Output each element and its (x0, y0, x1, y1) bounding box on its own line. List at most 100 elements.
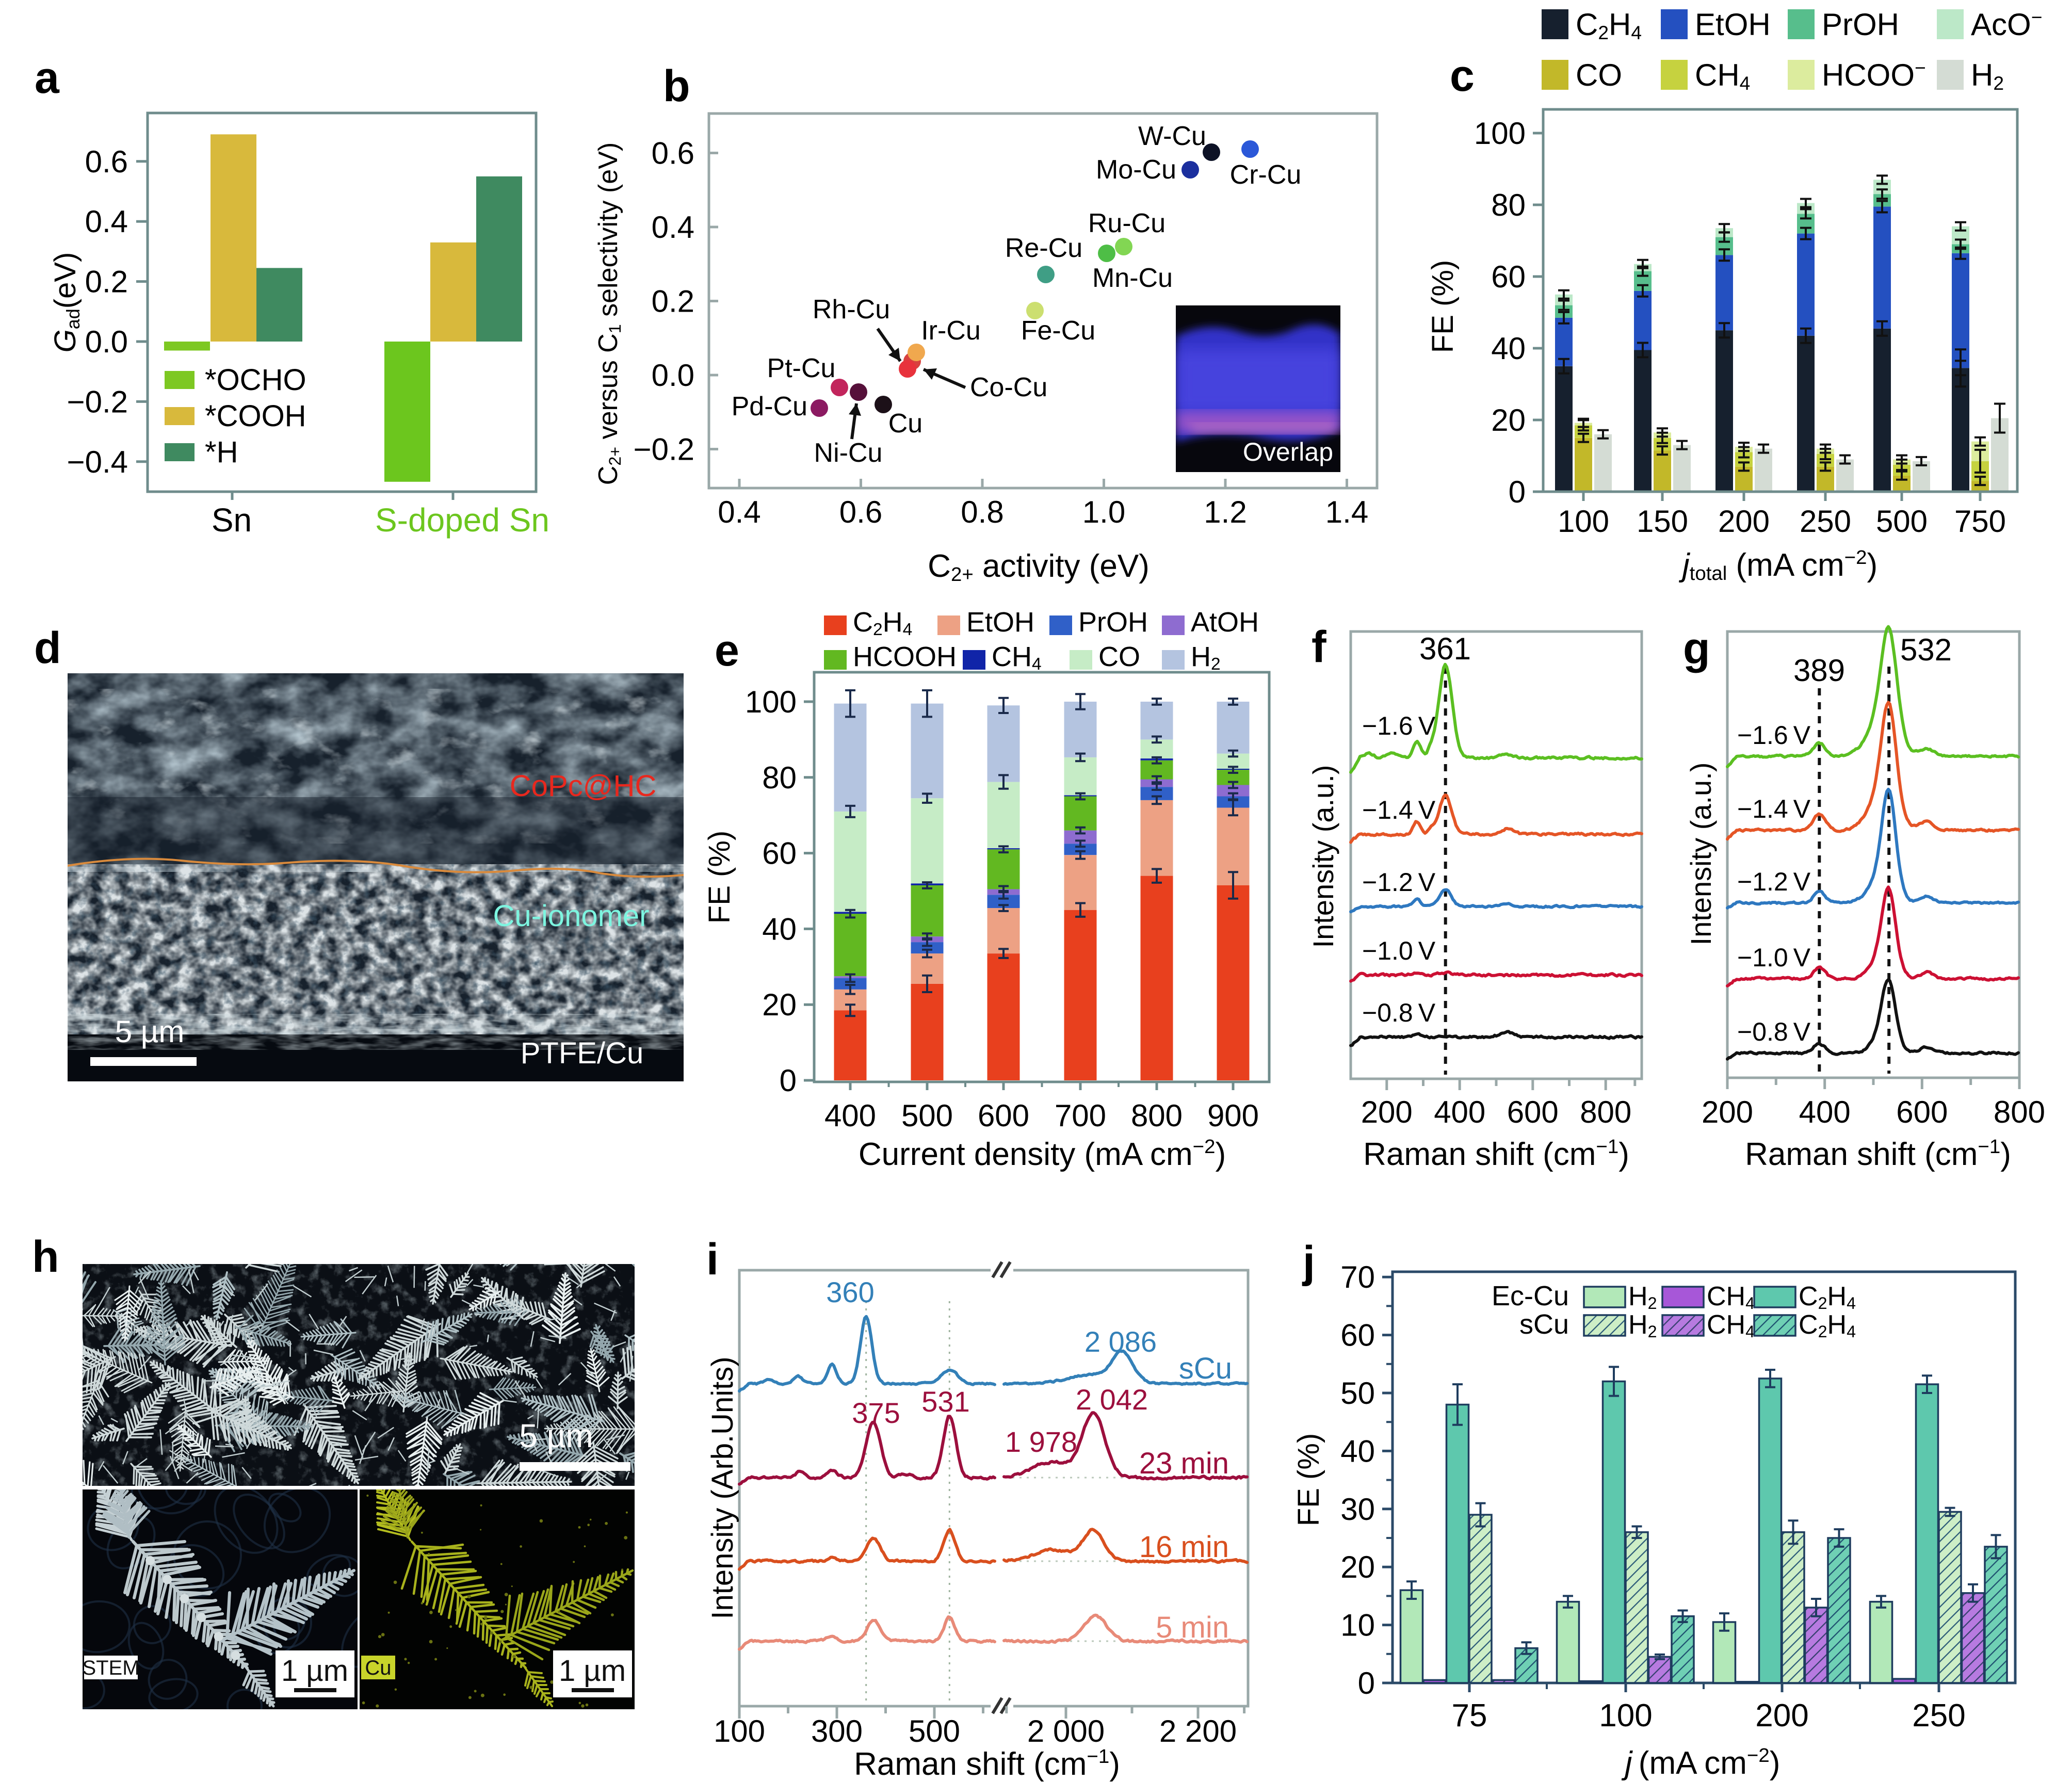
svg-text:PTFE/Cu: PTFE/Cu (521, 1036, 644, 1070)
svg-text:10: 10 (1340, 1608, 1375, 1643)
svg-text:0.0: 0.0 (652, 358, 694, 393)
svg-text:0: 0 (780, 1063, 797, 1098)
svg-text:Overlap: Overlap (1243, 438, 1333, 466)
svg-text:200: 200 (1702, 1095, 1753, 1129)
svg-text:Cu: Cu (365, 1657, 391, 1679)
svg-text:HCOO−: HCOO− (1822, 57, 1926, 92)
svg-text:500: 500 (901, 1098, 953, 1133)
svg-text:0.2: 0.2 (85, 265, 128, 299)
svg-text:b: b (663, 61, 690, 111)
svg-text:Cu-ionomer: Cu-ionomer (493, 899, 650, 933)
svg-text:0: 0 (1358, 1666, 1375, 1700)
svg-text:1.0: 1.0 (1082, 495, 1125, 529)
svg-text:600: 600 (1507, 1095, 1559, 1129)
svg-text:60: 60 (1340, 1318, 1375, 1353)
svg-text:Intensity (a.u.): Intensity (a.u.) (1685, 763, 1717, 946)
svg-text:STEM: STEM (82, 1657, 139, 1679)
svg-text:sCu: sCu (1179, 1352, 1232, 1385)
svg-text:80: 80 (1491, 188, 1526, 222)
svg-text:d: d (34, 623, 61, 673)
svg-text:e: e (715, 626, 739, 675)
svg-text:375: 375 (852, 1397, 900, 1429)
svg-text:60: 60 (1491, 260, 1526, 294)
svg-text:Intensity (Arb.Units): Intensity (Arb.Units) (706, 1356, 739, 1619)
svg-text:1 µm: 1 µm (559, 1654, 626, 1688)
svg-text:C2H4: C2H4 (1799, 1282, 1856, 1313)
svg-text:1.4: 1.4 (1325, 495, 1368, 529)
svg-text:360: 360 (826, 1276, 874, 1308)
svg-text:50: 50 (1340, 1376, 1375, 1411)
svg-text:sCu: sCu (1519, 1309, 1569, 1340)
svg-text:Gad(eV): Gad(eV) (48, 252, 84, 353)
svg-text:16 min: 16 min (1139, 1530, 1229, 1564)
svg-text:800: 800 (1580, 1095, 1631, 1129)
svg-text:Pd-Cu: Pd-Cu (732, 392, 807, 422)
svg-text:−1.2 V: −1.2 V (1362, 868, 1436, 897)
svg-text:−1.4 V: −1.4 V (1362, 796, 1436, 824)
svg-text:−0.4: −0.4 (67, 445, 128, 479)
svg-text:CO: CO (1576, 58, 1622, 92)
svg-text:30: 30 (1340, 1492, 1375, 1527)
svg-text:500: 500 (1876, 504, 1928, 539)
svg-text:70: 70 (1340, 1260, 1375, 1294)
svg-text:Pt-Cu: Pt-Cu (767, 353, 836, 383)
svg-text:FE (%): FE (%) (1292, 1433, 1325, 1526)
svg-text:900: 900 (1207, 1098, 1259, 1133)
svg-text:Cu: Cu (888, 409, 922, 439)
svg-text:1.2: 1.2 (1204, 495, 1247, 529)
svg-text:Mn-Cu: Mn-Cu (1092, 263, 1173, 293)
svg-text:Ru-Cu: Ru-Cu (1088, 208, 1166, 238)
svg-text:*OCHO: *OCHO (205, 363, 306, 397)
svg-text:531: 531 (921, 1385, 969, 1418)
svg-text:Current density (mA cm−2): Current density (mA cm−2) (859, 1136, 1226, 1172)
svg-text:0: 0 (1509, 475, 1526, 509)
svg-text:100: 100 (1599, 1698, 1652, 1734)
svg-text:20: 20 (762, 987, 797, 1022)
svg-text:60: 60 (762, 836, 797, 871)
svg-text:400: 400 (1799, 1095, 1851, 1129)
svg-text:100: 100 (1558, 504, 1609, 539)
svg-text:−1.0 V: −1.0 V (1737, 943, 1811, 972)
svg-text:0.6: 0.6 (839, 495, 882, 529)
svg-text:AtOH: AtOH (1191, 607, 1259, 638)
svg-text:f: f (1312, 622, 1326, 672)
svg-text:EtOH: EtOH (1695, 7, 1771, 42)
svg-text:−1.6 V: −1.6 V (1362, 711, 1436, 740)
svg-text:361: 361 (1419, 631, 1471, 666)
svg-text:0.6: 0.6 (652, 136, 694, 171)
svg-text:20: 20 (1340, 1550, 1375, 1584)
svg-text:Mo-Cu: Mo-Cu (1096, 155, 1176, 185)
svg-text:H2: H2 (1628, 1282, 1657, 1313)
svg-text:800: 800 (1131, 1098, 1183, 1133)
svg-text:100: 100 (745, 685, 797, 719)
svg-text:0.2: 0.2 (652, 284, 694, 319)
svg-text:40: 40 (762, 912, 797, 946)
svg-text:600: 600 (1896, 1095, 1948, 1129)
svg-text:EtOH: EtOH (966, 607, 1034, 638)
svg-text:150: 150 (1637, 504, 1688, 539)
svg-text:FE (%): FE (%) (703, 831, 736, 924)
svg-text:Co-Cu: Co-Cu (970, 372, 1047, 402)
svg-text:C2H4: C2H4 (1799, 1310, 1856, 1341)
svg-text:532: 532 (1900, 633, 1952, 667)
svg-text:0.4: 0.4 (85, 204, 128, 239)
svg-text:*H: *H (205, 435, 238, 469)
svg-text:40: 40 (1340, 1434, 1375, 1468)
svg-text:HCOOH: HCOOH (853, 641, 957, 672)
svg-text:H2: H2 (1628, 1310, 1657, 1341)
svg-text:250: 250 (1912, 1698, 1965, 1734)
svg-text:h: h (32, 1232, 59, 1282)
svg-text:*COOH: *COOH (205, 399, 306, 433)
svg-text:g: g (1683, 624, 1710, 673)
svg-text:Fe-Cu: Fe-Cu (1021, 316, 1095, 346)
svg-text:Rh-Cu: Rh-Cu (813, 295, 890, 325)
svg-text:−1.2 V: −1.2 V (1737, 867, 1811, 896)
svg-text:−0.2: −0.2 (634, 432, 694, 467)
svg-text:750: 750 (1954, 504, 2006, 539)
svg-text:Ni-Cu: Ni-Cu (814, 438, 883, 468)
svg-text:PrOH: PrOH (1822, 7, 1899, 42)
svg-text:0.8: 0.8 (961, 495, 1003, 529)
svg-text:500: 500 (909, 1714, 960, 1748)
svg-text:23 min: 23 min (1139, 1447, 1229, 1480)
svg-text:400: 400 (1434, 1095, 1485, 1129)
